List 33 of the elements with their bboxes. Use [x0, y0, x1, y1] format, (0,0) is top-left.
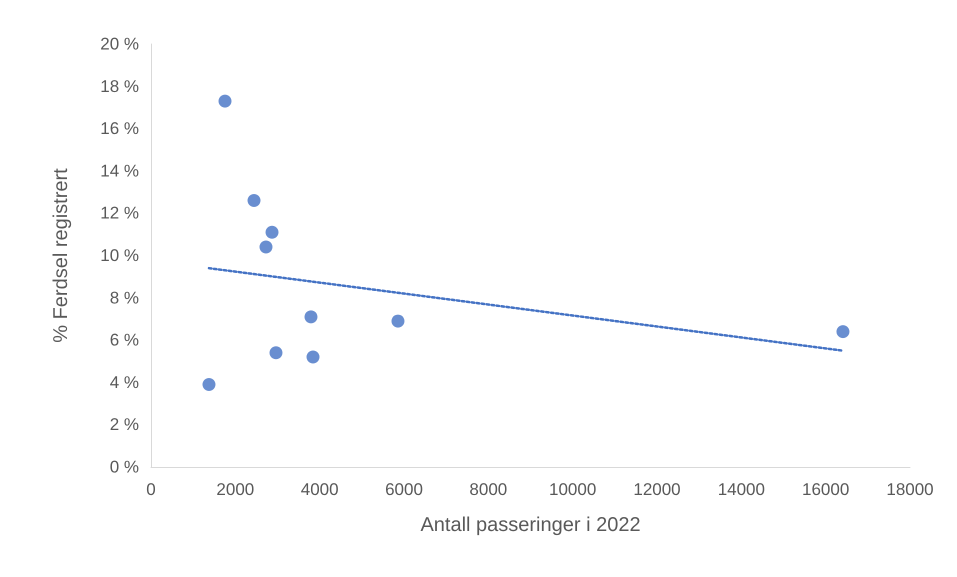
point — [202, 378, 216, 392]
x-tick-label: 8000 — [469, 480, 508, 499]
y-tick-label: 14 % — [100, 161, 139, 180]
x-axis-title: Antall passeringer i 2022 — [420, 514, 641, 536]
point — [248, 194, 261, 208]
y-tick-label: 18 % — [100, 76, 139, 96]
y-tick-label: 16 % — [100, 119, 139, 138]
x-tick-label: 14000 — [718, 480, 765, 499]
x-tick-label: 0 — [146, 480, 156, 499]
x-tick-label: 10000 — [549, 480, 596, 499]
y-tick-label: 10 % — [100, 246, 139, 265]
y-tick-label: 8 % — [110, 288, 139, 308]
point — [836, 325, 850, 338]
x-tick-label: 16000 — [802, 480, 850, 499]
y-tick-label: 4 % — [110, 372, 139, 392]
point — [266, 226, 279, 239]
y-tick-label: 20 % — [100, 34, 139, 54]
point — [269, 346, 282, 360]
point — [218, 94, 232, 108]
point — [306, 350, 320, 364]
x-tick-label: 6000 — [385, 480, 423, 499]
x-tick-label: 12000 — [633, 480, 681, 499]
y-tick-label: 6 % — [110, 330, 139, 350]
y-tick-label: 2 % — [110, 415, 139, 434]
point — [304, 310, 318, 324]
x-tick-label: 2000 — [216, 480, 254, 499]
y-tick-label: 12 % — [100, 204, 139, 223]
point — [260, 240, 272, 254]
point — [391, 314, 404, 328]
x-tick-label: 4000 — [300, 480, 339, 499]
y-tick-label: 0 % — [110, 458, 139, 476]
x-tick-label: 18000 — [886, 480, 934, 499]
y-axis-title: % Ferdsel registrert — [50, 168, 72, 343]
